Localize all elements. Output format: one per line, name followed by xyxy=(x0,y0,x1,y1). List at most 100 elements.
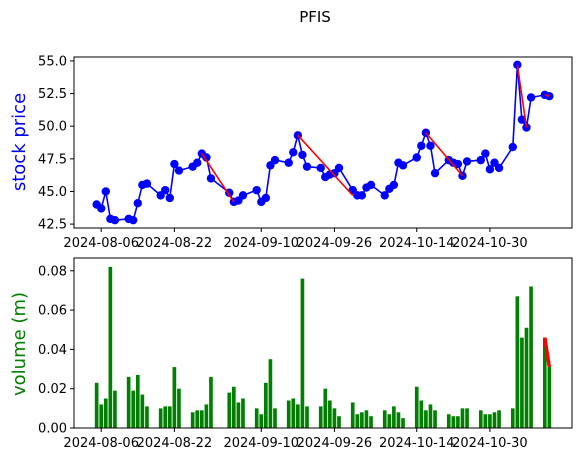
y-tick-label: 0.06 xyxy=(38,304,67,319)
chart-title: PFIS xyxy=(299,8,331,26)
volume-bar xyxy=(231,386,236,428)
price-point xyxy=(476,155,485,165)
volume-bar xyxy=(145,406,149,428)
price-point xyxy=(193,158,202,167)
x-tick-label: 2024-10-30 xyxy=(452,236,528,251)
price-trend-segment xyxy=(425,132,464,177)
volume-bar xyxy=(483,414,488,428)
price-point xyxy=(316,163,325,173)
price-trend-segment xyxy=(544,94,550,97)
y-tick-label: 0.02 xyxy=(38,382,67,397)
volume-bar xyxy=(286,400,291,428)
price-point xyxy=(133,198,142,208)
price-trend-segment xyxy=(297,134,354,196)
volume-bar xyxy=(268,359,273,428)
price-point xyxy=(522,123,531,132)
volume-plot-area xyxy=(94,266,552,428)
price-point xyxy=(334,163,344,173)
price-point xyxy=(517,115,527,124)
price-point xyxy=(161,185,170,195)
volume-bar xyxy=(323,388,328,428)
y-tick-label: 45.0 xyxy=(38,185,67,200)
price-point xyxy=(101,187,110,196)
price-point xyxy=(380,191,389,200)
volume-bar xyxy=(387,414,392,428)
y-tick-label: 0.08 xyxy=(38,264,67,279)
x-tick-label: 2024-08-22 xyxy=(137,236,213,251)
volume-bar xyxy=(318,406,323,428)
volume-bar xyxy=(158,408,163,428)
volume-bar xyxy=(94,382,99,428)
price-point xyxy=(129,215,138,225)
x-tick-label: 2024-09-10 xyxy=(223,436,299,451)
price-point xyxy=(526,93,536,102)
volume-bar xyxy=(204,404,209,428)
volume-bar xyxy=(135,374,140,428)
price-point xyxy=(389,180,399,190)
volume-y-axis-label: volume (m) xyxy=(9,292,30,396)
y-tick-label: 55.0 xyxy=(38,54,67,69)
volume-bar xyxy=(492,412,497,428)
y-tick-label: 50.0 xyxy=(38,120,67,135)
volume-bar xyxy=(547,367,552,428)
price-plot-area xyxy=(92,60,554,225)
price-point xyxy=(426,141,435,150)
volume-bar xyxy=(382,410,387,428)
volume-bar xyxy=(113,390,117,428)
price-point xyxy=(289,148,298,157)
price-point xyxy=(481,149,490,158)
x-tick-label: 2024-10-14 xyxy=(379,236,455,251)
price-point xyxy=(284,158,293,167)
y-tick-label: 42.5 xyxy=(38,218,67,233)
x-tick-label: 2024-09-26 xyxy=(297,236,373,251)
price-point xyxy=(430,168,440,178)
volume-bar xyxy=(163,406,168,428)
volume-bar xyxy=(328,400,332,428)
volume-bar xyxy=(296,404,300,428)
volume-bar xyxy=(172,367,177,428)
volume-bar xyxy=(264,382,268,428)
volume-bar xyxy=(259,414,264,428)
volume-bar xyxy=(392,406,396,428)
price-point xyxy=(302,162,312,171)
price-point xyxy=(357,191,367,200)
volume-bar xyxy=(542,337,547,428)
price-point xyxy=(508,142,517,152)
volume-bar xyxy=(520,337,524,428)
volume-bar xyxy=(428,404,433,428)
volume-bar xyxy=(369,416,373,428)
volume-bar xyxy=(488,414,492,428)
volume-bar xyxy=(236,402,241,428)
volume-bar xyxy=(140,394,145,428)
x-tick-label: 2024-08-06 xyxy=(63,236,139,251)
volume-axes-frame xyxy=(73,257,573,429)
price-point xyxy=(170,159,179,169)
volume-bar xyxy=(131,390,136,428)
x-tick-label: 2024-09-10 xyxy=(223,236,299,251)
volume-bar xyxy=(414,386,419,428)
volume-bar xyxy=(305,406,309,428)
volume-bar xyxy=(241,398,245,428)
volume-bar xyxy=(433,410,437,428)
volume-bar xyxy=(300,278,305,428)
price-point xyxy=(462,157,472,166)
volume-bar xyxy=(350,402,355,428)
volume-y-ticks: 0.00 0.02 0.04 0.06 0.08 xyxy=(38,264,74,437)
price-point xyxy=(494,163,504,173)
price-point xyxy=(110,215,120,225)
volume-bar xyxy=(291,398,296,428)
volume-bar xyxy=(460,408,465,428)
price-axes-frame xyxy=(73,56,573,229)
y-tick-label: 47.5 xyxy=(38,152,67,167)
volume-bar xyxy=(99,404,104,428)
price-point xyxy=(261,193,271,203)
volume-bar xyxy=(529,286,533,428)
volume-bar xyxy=(510,408,515,428)
volume-bar xyxy=(108,266,113,428)
x-tick-label: 2024-10-30 xyxy=(452,436,528,451)
volume-bar xyxy=(167,406,172,428)
volume-bar xyxy=(177,388,181,428)
